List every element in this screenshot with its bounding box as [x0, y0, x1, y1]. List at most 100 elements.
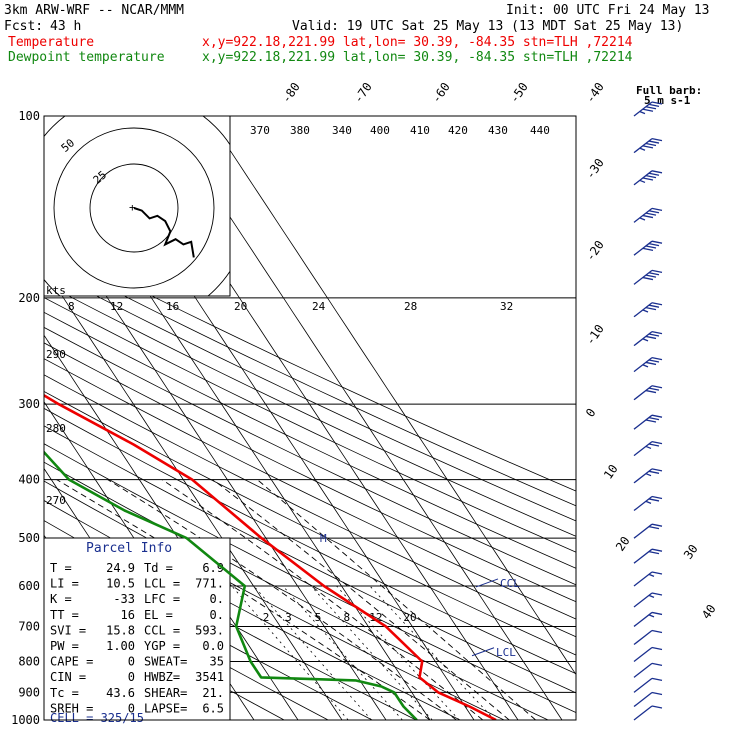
theta-left-label: 270	[46, 494, 66, 507]
dewpoint-legend: Dewpoint temperature	[8, 50, 165, 65]
lcl-marker-label: LCL	[496, 646, 516, 659]
isotherm-labels: -80 -70 -60 -50 -40	[279, 80, 607, 106]
dry-adiabat-line	[44, 425, 576, 694]
wind-barb-flag	[651, 691, 663, 696]
wind-barb-flag	[648, 614, 655, 618]
wind-barb-staff	[633, 414, 653, 430]
wind-barb-flag	[645, 106, 657, 110]
hodograph: 50 25 + kts	[43, 115, 231, 297]
wind-barb-staff	[633, 571, 653, 587]
wind-barb-flag	[648, 272, 660, 276]
parcel-value-right: 3541	[195, 670, 224, 684]
parcel-info-row: SVI = 15.8 CCL = 593.	[50, 623, 224, 637]
wind-barb-flag	[651, 629, 663, 634]
pressure-label-600: 600	[18, 579, 40, 593]
wind-barb-flag	[645, 245, 657, 249]
parcel-key-right: HWBZ=	[144, 670, 180, 684]
parcel-key-left: CAPE =	[50, 655, 93, 669]
wind-barb-flag	[642, 247, 654, 252]
wind-barb-flag	[648, 359, 660, 363]
isotherm-right-label: 40	[699, 602, 719, 622]
parcel-info-row: CIN = 0 HWBZ= 3541	[50, 670, 224, 684]
wind-barb-staff	[633, 646, 653, 662]
parcel-info-row: LI = 10.5 LCL = 771.	[50, 577, 224, 591]
parcel-value-right: 771.	[195, 577, 224, 591]
dewpoint-line	[44, 450, 418, 720]
wind-barb-flag	[642, 364, 649, 368]
parcel-key-left: Tc =	[50, 686, 79, 700]
wind-barb-flag	[642, 276, 654, 281]
barb-legend-line2: 5 m s-1	[644, 94, 691, 107]
isotherm-right-label: 20	[613, 534, 633, 554]
wind-barb-flag	[651, 662, 663, 667]
wind-barb-flag	[651, 240, 663, 244]
hodograph-speed-label: 24	[312, 300, 326, 313]
wind-barb-flag	[648, 387, 660, 391]
wind-barb	[633, 523, 663, 539]
hodograph-frame	[43, 115, 231, 297]
parcel-key-left: SVI =	[50, 623, 86, 637]
wind-barb-flag	[645, 174, 657, 179]
dry-adiabat-line	[44, 342, 576, 603]
pressure-label-700: 700	[18, 619, 40, 633]
dry-adiabat-line	[44, 326, 576, 586]
parcel-info-frame	[43, 537, 231, 721]
wind-barb-flag	[648, 443, 660, 447]
wind-barb-flag	[645, 473, 652, 477]
mixing-ratio-label-2: 2	[263, 611, 270, 624]
mixing-ratio-line	[231, 585, 349, 720]
mixing-ratio-label-3: 3	[285, 611, 292, 624]
wind-barb-flag	[639, 147, 646, 151]
wind-barb-flag	[651, 101, 663, 105]
parcel-value-left: 1.00	[106, 639, 135, 653]
wind-barb-flag	[645, 142, 657, 147]
wind-barb-flag	[651, 592, 663, 596]
parcel-value-right: 0.	[210, 592, 224, 606]
wind-barb-flag	[651, 705, 663, 709]
wind-barb	[633, 440, 663, 457]
moist-adiabat-line	[212, 479, 510, 720]
parcel-key-right: LCL =	[144, 577, 180, 591]
parcel-info-row: PW = 1.00 YGP = 0.0	[50, 639, 224, 653]
isotherm-line	[44, 267, 343, 720]
wind-barb-flag	[651, 468, 663, 472]
dry-adiabat-line	[44, 358, 576, 620]
wind-barb	[633, 101, 663, 117]
wind-barb-flag	[651, 440, 663, 445]
wind-barb-staff	[633, 269, 653, 285]
isotherm-right-label: -30	[583, 156, 607, 182]
plot-frame	[43, 115, 577, 721]
pressure-label-100: 100	[18, 109, 40, 123]
pressure-label-1000: 1000	[11, 713, 40, 727]
hodograph-trace	[133, 207, 195, 258]
wind-barb	[633, 705, 663, 721]
parcel-value-right: 6.5	[202, 701, 224, 715]
theta-left-label: 290	[46, 348, 66, 361]
parcel-cell: CELL = 325/15	[50, 711, 144, 725]
dry-adiabat-line	[44, 407, 576, 675]
sounding-series	[44, 393, 497, 720]
wind-barb	[633, 385, 663, 401]
wind-barb-flag	[648, 304, 660, 308]
isotherm-line	[44, 334, 299, 720]
parcel-value-right: 6.9	[202, 561, 224, 575]
dry-adiabat-line	[44, 297, 576, 553]
isotherm-line	[207, 116, 576, 676]
wind-barb-flag	[648, 242, 660, 247]
wind-barb-flag	[645, 361, 657, 366]
theta-top-label: 410	[410, 124, 430, 137]
melting-marker: M	[320, 532, 327, 545]
parcel-key-left: TT =	[50, 608, 79, 622]
theta-labels: 370 380 340 400 410 420 430 440 290 280 270	[46, 124, 550, 507]
parcel-key-right: SWEAT=	[144, 655, 187, 669]
pressure-tick-labels: 100 200 300 400 500 600 700 800 900 1000	[11, 109, 40, 727]
hodograph-units: kts	[46, 284, 66, 297]
parcel-key-right: SHEAR=	[144, 686, 187, 700]
parcel-key-right: Td =	[144, 561, 173, 575]
hodograph-rings	[44, 116, 230, 296]
wind-barb	[633, 302, 663, 318]
wind-barb-flag	[642, 309, 649, 313]
wind-barb-flag	[651, 548, 663, 552]
temperature-line	[44, 393, 497, 720]
wind-barb-staff	[633, 468, 653, 484]
